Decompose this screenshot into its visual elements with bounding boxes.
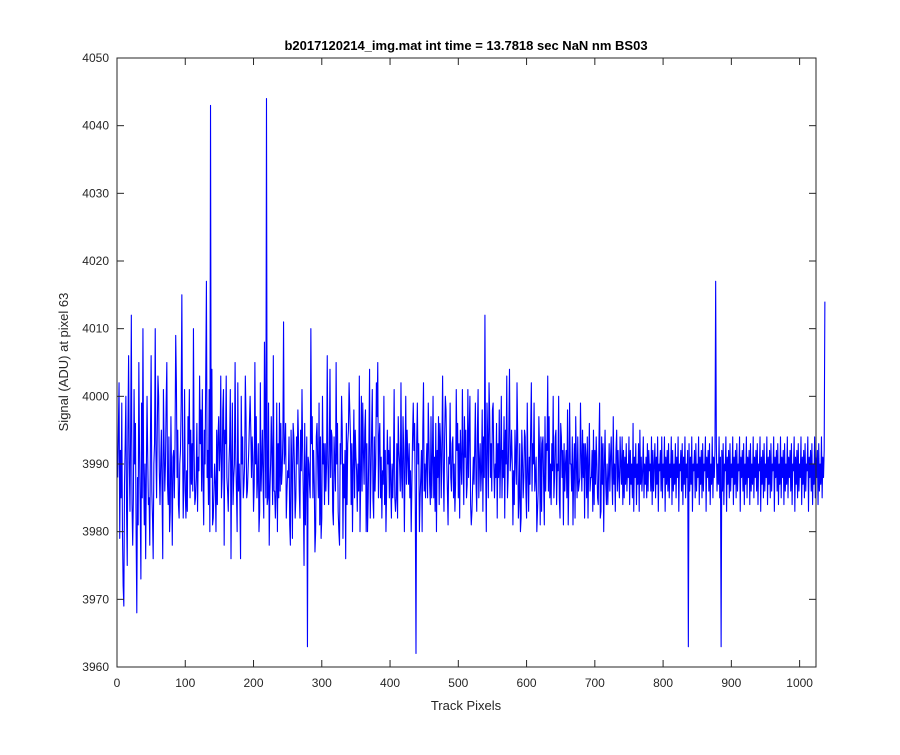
y-tick-label: 4050 [82,51,109,65]
y-tick-label: 3990 [82,457,109,471]
chart-title: b2017120214_img.mat int time = 13.7818 s… [284,38,647,53]
x-axis-ticks: 0 100 200 300 400 500 600 700 800 900 1000 [114,58,813,690]
series-line [117,98,826,655]
x-tick-label: 500 [448,676,468,690]
y-axis-ticks: 3960 3970 3980 3990 4000 4010 4020 4030 4040 4050 [82,51,816,674]
x-tick-label: 300 [312,676,332,690]
axes-background [117,58,816,667]
y-tick-label: 4000 [82,389,109,403]
y-tick-label: 4040 [82,119,109,133]
y-axis-title: Signal (ADU) at pixel 63 [56,293,71,432]
y-tick-label: 4010 [82,322,109,336]
series-layer [117,98,826,655]
y-tick-label: 4020 [82,254,109,268]
x-tick-label: 0 [114,676,121,690]
y-tick-label: 4030 [82,186,109,200]
y-tick-label: 3960 [82,660,109,674]
y-tick-label: 3970 [82,592,109,606]
x-tick-label: 800 [653,676,673,690]
x-tick-label: 700 [585,676,605,690]
x-tick-label: 600 [517,676,537,690]
x-axis-title: Track Pixels [431,698,502,713]
x-tick-label: 1000 [786,676,813,690]
x-tick-label: 100 [175,676,195,690]
x-tick-label: 900 [721,676,741,690]
x-tick-label: 200 [244,676,264,690]
y-tick-label: 3980 [82,525,109,539]
axes-box [116,57,817,668]
x-tick-label: 400 [380,676,400,690]
